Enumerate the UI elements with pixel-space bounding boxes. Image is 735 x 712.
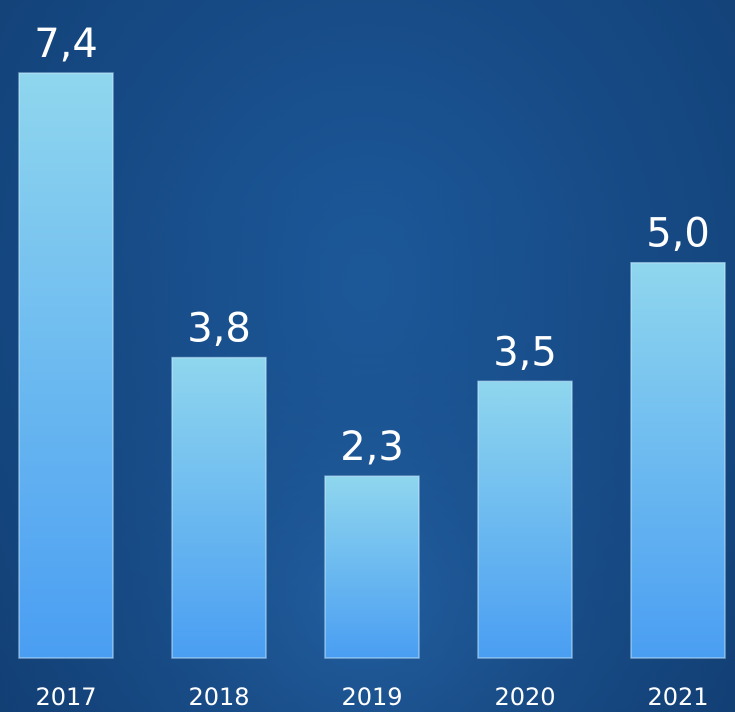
bar-2021	[630, 261, 726, 659]
value-label-2020: 3,5	[493, 329, 557, 375]
bar-2017	[18, 72, 114, 659]
value-label-2017: 7,4	[34, 21, 98, 67]
bar-2018	[171, 356, 267, 659]
x-tick-label-2019: 2019	[341, 683, 402, 711]
value-labels-layer: 7,4 3,8 2,3 3,5 5,0	[34, 21, 710, 470]
value-label-2019: 2,3	[340, 424, 404, 470]
value-label-2021: 5,0	[646, 211, 710, 257]
x-tick-label-2021: 2021	[647, 683, 708, 711]
x-tick-label-2018: 2018	[188, 683, 249, 711]
bars-layer	[18, 72, 726, 659]
bar-2019	[324, 475, 420, 659]
value-label-2018: 3,8	[187, 306, 251, 352]
x-tick-label-2020: 2020	[494, 683, 555, 711]
bar-2020	[477, 380, 573, 659]
x-tick-label-2017: 2017	[35, 683, 96, 711]
tick-labels-layer: 2017 2018 2019 2020 2021	[35, 683, 708, 711]
